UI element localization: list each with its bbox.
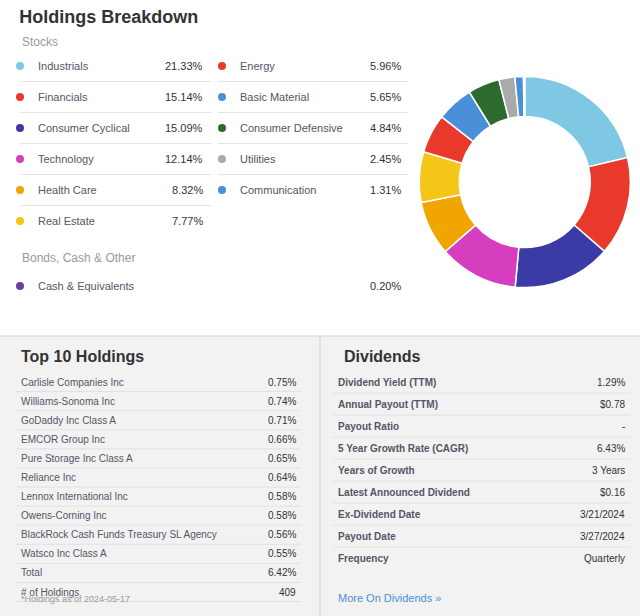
svg-text:Total: Total xyxy=(21,567,42,578)
svg-text:Payout Date: Payout Date xyxy=(338,531,396,542)
svg-text:Financials: Financials xyxy=(38,91,88,103)
svg-text:4.84%: 4.84% xyxy=(370,122,401,134)
svg-text:Lennox International Inc: Lennox International Inc xyxy=(21,491,128,502)
svg-text:$0.16: $0.16 xyxy=(600,487,625,498)
svg-text:Carlisle Companies Inc: Carlisle Companies Inc xyxy=(21,377,124,388)
svg-text:*Holdings as of 2024-05-17: *Holdings as of 2024-05-17 xyxy=(21,594,130,604)
svg-text:Top 10 Holdings: Top 10 Holdings xyxy=(21,348,144,365)
svg-text:-: - xyxy=(622,421,625,432)
svg-text:0.66%: 0.66% xyxy=(268,434,296,445)
svg-text:Watsco Inc Class A: Watsco Inc Class A xyxy=(21,548,107,559)
svg-text:3 Years: 3 Years xyxy=(592,465,625,476)
svg-text:15.14%: 15.14% xyxy=(165,91,203,103)
svg-text:12.14%: 12.14% xyxy=(165,153,203,165)
svg-text:Frequency: Frequency xyxy=(338,553,389,564)
svg-text:15.09%: 15.09% xyxy=(165,122,203,134)
svg-text:Basic Material: Basic Material xyxy=(240,91,309,103)
svg-text:0.58%: 0.58% xyxy=(268,510,296,521)
svg-text:5 Year Growth Rate (CAGR): 5 Year Growth Rate (CAGR) xyxy=(338,443,468,454)
svg-text:0.71%: 0.71% xyxy=(268,415,296,426)
svg-text:409: 409 xyxy=(279,587,296,598)
svg-text:Real Estate: Real Estate xyxy=(38,215,95,227)
svg-text:Reliance Inc: Reliance Inc xyxy=(21,472,76,483)
svg-text:3/27/2024: 3/27/2024 xyxy=(580,531,625,542)
svg-text:0.74%: 0.74% xyxy=(268,396,296,407)
svg-text:Technology: Technology xyxy=(38,153,94,165)
svg-text:Consumer Defensive: Consumer Defensive xyxy=(240,122,343,134)
svg-text:8.32%: 8.32% xyxy=(172,184,203,196)
svg-text:Dividends: Dividends xyxy=(344,348,421,365)
svg-text:Annual Payout (TTM): Annual Payout (TTM) xyxy=(338,399,438,410)
svg-text:BlackRock Cash Funds Treasury: BlackRock Cash Funds Treasury SL Agency xyxy=(21,529,217,540)
svg-text:0.65%: 0.65% xyxy=(268,453,296,464)
svg-text:$0.78: $0.78 xyxy=(600,399,625,410)
svg-text:Pure Storage Inc Class A: Pure Storage Inc Class A xyxy=(21,453,133,464)
svg-text:0.58%: 0.58% xyxy=(268,491,296,502)
svg-text:Dividend Yield (TTM): Dividend Yield (TTM) xyxy=(338,377,436,388)
svg-text:More On Dividends »: More On Dividends » xyxy=(338,592,441,604)
svg-text:2.45%: 2.45% xyxy=(370,153,401,165)
svg-text:5.65%: 5.65% xyxy=(370,91,401,103)
svg-text:1.29%: 1.29% xyxy=(597,377,625,388)
svg-text:Owens-Corning Inc: Owens-Corning Inc xyxy=(21,510,107,521)
svg-text:Ex-Dividend Date: Ex-Dividend Date xyxy=(338,509,421,520)
svg-text:Utilities: Utilities xyxy=(240,153,276,165)
svg-text:Quarterly: Quarterly xyxy=(584,553,625,564)
svg-text:Energy: Energy xyxy=(240,60,275,72)
svg-text:Stocks: Stocks xyxy=(22,35,58,49)
svg-text:7.77%: 7.77% xyxy=(172,215,203,227)
svg-text:6.42%: 6.42% xyxy=(268,567,296,578)
svg-text:GoDaddy Inc Class A: GoDaddy Inc Class A xyxy=(21,415,116,426)
svg-text:0.56%: 0.56% xyxy=(268,529,296,540)
svg-text:Health Care: Health Care xyxy=(38,184,97,196)
svg-text:0.75%: 0.75% xyxy=(268,377,296,388)
svg-text:EMCOR Group Inc: EMCOR Group Inc xyxy=(21,434,105,445)
svg-text:Cash & Equivalents: Cash & Equivalents xyxy=(38,280,134,292)
svg-text:0.20%: 0.20% xyxy=(370,280,401,292)
svg-text:# of Holdings: # of Holdings xyxy=(21,587,79,598)
svg-text:0.64%: 0.64% xyxy=(268,472,296,483)
svg-text:3/21/2024: 3/21/2024 xyxy=(580,509,625,520)
svg-text:21.33%: 21.33% xyxy=(165,60,203,72)
svg-text:Payout Ratio: Payout Ratio xyxy=(338,421,399,432)
svg-text:1.31%: 1.31% xyxy=(370,184,401,196)
svg-text:0.55%: 0.55% xyxy=(268,548,296,559)
svg-text:Industrials: Industrials xyxy=(38,60,89,72)
svg-text:Communication: Communication xyxy=(240,184,316,196)
svg-text:Latest Announced Dividend: Latest Announced Dividend xyxy=(338,487,470,498)
svg-text:Williams-Sonoma Inc: Williams-Sonoma Inc xyxy=(21,396,115,407)
svg-text:5.96%: 5.96% xyxy=(370,60,401,72)
svg-text:Bonds, Cash & Other: Bonds, Cash & Other xyxy=(22,251,135,265)
svg-text:Consumer Cyclical: Consumer Cyclical xyxy=(38,122,130,134)
svg-text:Years of Growth: Years of Growth xyxy=(338,465,415,476)
svg-text:6.43%: 6.43% xyxy=(597,443,625,454)
svg-text:Holdings Breakdown: Holdings Breakdown xyxy=(19,7,198,27)
